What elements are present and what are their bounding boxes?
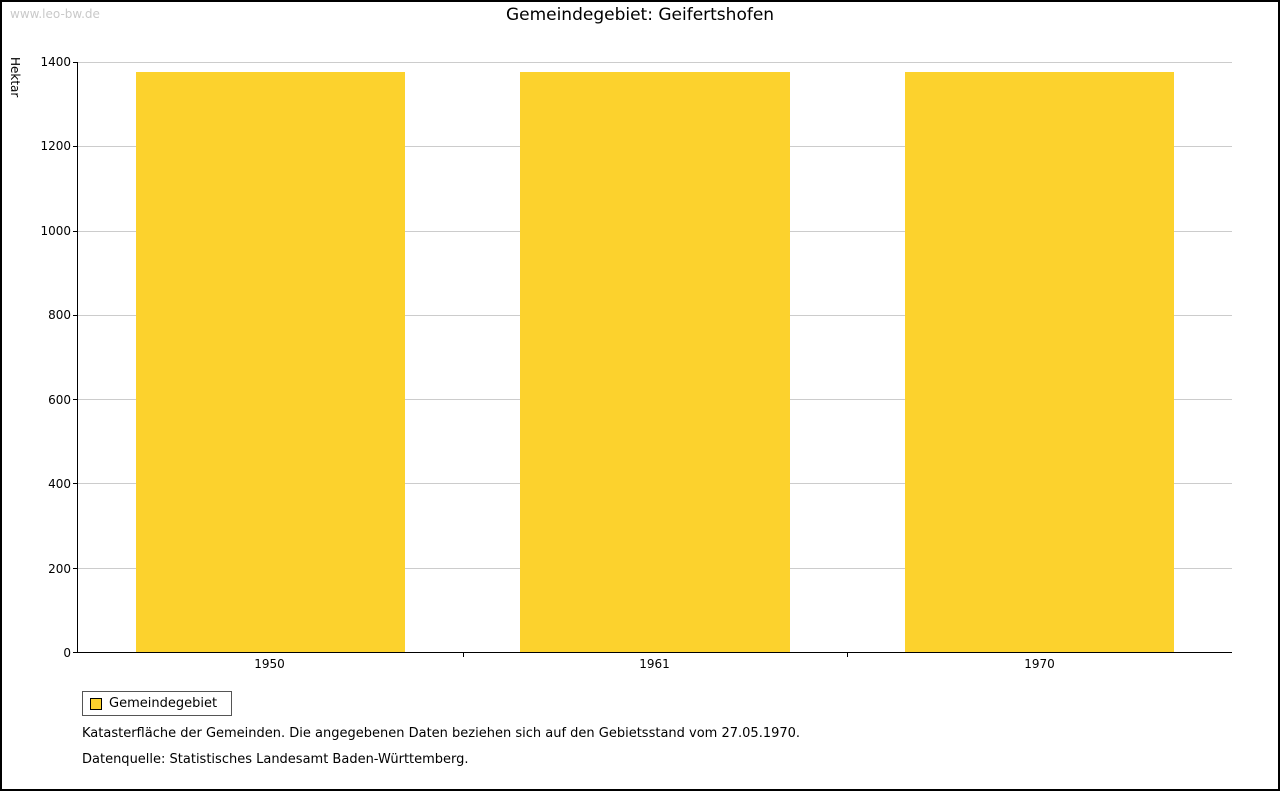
y-tick-label: 600: [48, 392, 71, 407]
x-tick-mark: [847, 653, 849, 657]
plot-area: [73, 62, 1232, 657]
y-tick-label: 800: [48, 308, 71, 323]
y-tick-mark: [73, 483, 77, 485]
gridline: [78, 62, 1232, 63]
x-tick-mark: [462, 653, 464, 657]
x-axis-label-1950: 1950: [254, 657, 285, 671]
y-tick-label: 1400: [40, 55, 71, 69]
y-tick-mark: [73, 567, 77, 569]
y-tick-label: 200: [48, 561, 71, 576]
y-tick-mark: [73, 652, 77, 653]
legend-label: Gemeindegebiet: [109, 696, 218, 711]
y-tick-mark: [73, 146, 77, 148]
x-axis-label-1961: 1961: [639, 657, 670, 671]
x-axis-label-1970: 1970: [1024, 657, 1055, 671]
y-tick-mark: [73, 399, 77, 401]
footnote-data-source: Datenquelle: Statistisches Landesamt Bad…: [82, 752, 469, 767]
y-tick-label: 1000: [40, 223, 71, 238]
y-axis-ticks: 0 200 400 600 800 1000 1200 1400: [2, 55, 71, 660]
site-watermark: www.leo-bw.de: [10, 7, 100, 21]
chart-title: Gemeindegebiet: Geifertshofen: [505, 5, 775, 25]
footnote-source-note: Katasterfläche der Gemeinden. Die angege…: [82, 726, 801, 741]
y-tick-mark: [73, 62, 77, 63]
y-tick-label: 400: [48, 477, 71, 492]
legend-box: Gemeindegebiet: [82, 691, 233, 716]
y-tick-mark: [73, 230, 77, 232]
bar-1970: [905, 72, 1175, 652]
y-tick-label: 0: [63, 646, 71, 660]
bar-1950: [135, 72, 405, 652]
y-tick-label: 1200: [40, 139, 71, 154]
y-tick-mark: [73, 314, 77, 316]
legend-color-swatch: [90, 697, 102, 710]
x-axis-labels: 1950 1961 1970: [77, 657, 1232, 673]
bar-1961: [520, 72, 790, 652]
